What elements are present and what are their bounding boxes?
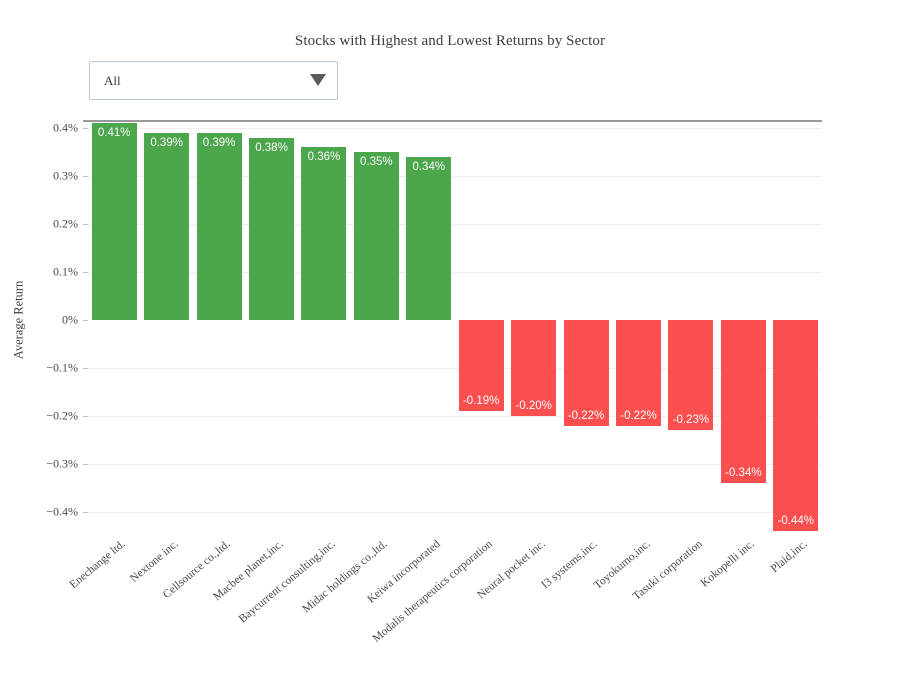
bar[interactable]: 0.34% — [406, 156, 452, 320]
gridline — [88, 512, 822, 513]
bar[interactable]: -0.22% — [563, 320, 609, 426]
bar-value-label: 0.34% — [412, 160, 446, 173]
x-axis-tick-label: Nextone inc. — [127, 538, 181, 585]
bar-value-label: 0.38% — [255, 141, 288, 154]
bar[interactable]: 0.36% — [301, 147, 347, 320]
gridline — [88, 464, 822, 465]
gridline — [88, 416, 822, 417]
bar[interactable]: 0.39% — [144, 132, 190, 320]
bar[interactable]: 0.41% — [91, 123, 137, 320]
sector-filter-dropdown[interactable]: All — [89, 61, 338, 100]
bar[interactable]: 0.39% — [196, 132, 242, 320]
bar-value-label: 0.39% — [150, 136, 183, 149]
bar-value-label: -0.22% — [620, 409, 657, 422]
y-axis-tick-mark — [83, 224, 88, 225]
x-axis-tick-label: Plaid,inc. — [768, 538, 810, 576]
bar[interactable]: -0.23% — [668, 320, 714, 431]
bar-value-label: -0.19% — [462, 395, 500, 408]
bar-value-label: 0.35% — [360, 156, 393, 168]
x-axis-tick-label: Kokopelli inc. — [698, 538, 758, 590]
y-axis-tick-mark — [83, 272, 88, 273]
plot-area: 0.41% 0.39% 0.39% 0.38% 0.36% 0.35% 0.34% -0.19… — [83, 120, 822, 532]
gridline — [88, 272, 822, 273]
y-axis-tick-mark — [83, 464, 88, 465]
bar-value-label: 0.39% — [202, 136, 236, 149]
bar-value-label: -0.22% — [567, 409, 605, 422]
y-axis-tick-mark — [83, 320, 88, 321]
bar-value-label: -0.44% — [777, 515, 814, 528]
y-axis-tick-mark — [83, 128, 88, 129]
bar-value-label: 0.36% — [307, 151, 341, 164]
chevron-down-icon[interactable] — [310, 74, 326, 86]
bar[interactable]: -0.20% — [511, 320, 557, 416]
bar-value-label: -0.20% — [515, 400, 552, 412]
x-axis-tick-label: Enechange ltd. — [67, 538, 128, 592]
bar-value-label: -0.34% — [725, 467, 762, 480]
gridline — [88, 128, 822, 129]
x-axis-ticks: Enechange ltd. Nextone inc. Cellsource co.… — [68, 534, 822, 684]
y-axis-tick-label: 0.2% — [53, 216, 78, 231]
bar-value-label: 0.41% — [97, 127, 131, 140]
y-axis-tick-label: −0.2% — [46, 408, 78, 423]
bar[interactable]: -0.34% — [720, 320, 766, 484]
y-axis-tick-label: 0.1% — [53, 264, 78, 279]
y-axis-tick-mark — [83, 368, 88, 369]
gridline — [88, 368, 822, 369]
y-axis-tick-label: 0.3% — [53, 168, 78, 183]
gridline — [88, 176, 822, 177]
y-axis-tick-label: 0.4% — [53, 120, 78, 135]
sector-filter-value: All — [104, 73, 121, 88]
bar[interactable]: -0.22% — [615, 320, 662, 426]
bar[interactable]: 0.38% — [248, 137, 295, 320]
y-axis-tick-label: −0.4% — [46, 504, 78, 519]
bar-value-label: -0.23% — [672, 414, 710, 427]
x-axis-tick-label: Baycurrent consulting,inc. — [236, 538, 338, 626]
x-axis-tick-label: I3 systems,inc. — [539, 538, 600, 592]
zero-baseline — [83, 120, 822, 122]
y-axis-tick-mark — [83, 512, 88, 513]
y-axis-tick-label: −0.1% — [46, 360, 78, 375]
bar[interactable]: 0.35% — [353, 152, 399, 320]
y-axis-tick-label: −0.3% — [46, 456, 78, 471]
bar[interactable]: -0.44% — [773, 320, 819, 532]
page-title: Stocks with Highest and Lowest Returns b… — [294, 33, 606, 49]
y-axis-tick-mark — [83, 416, 88, 417]
gridline — [88, 224, 822, 225]
y-axis-tick-mark — [83, 176, 88, 177]
bar[interactable]: -0.19% — [458, 320, 504, 412]
y-axis-tick-label: 0% — [62, 312, 78, 327]
